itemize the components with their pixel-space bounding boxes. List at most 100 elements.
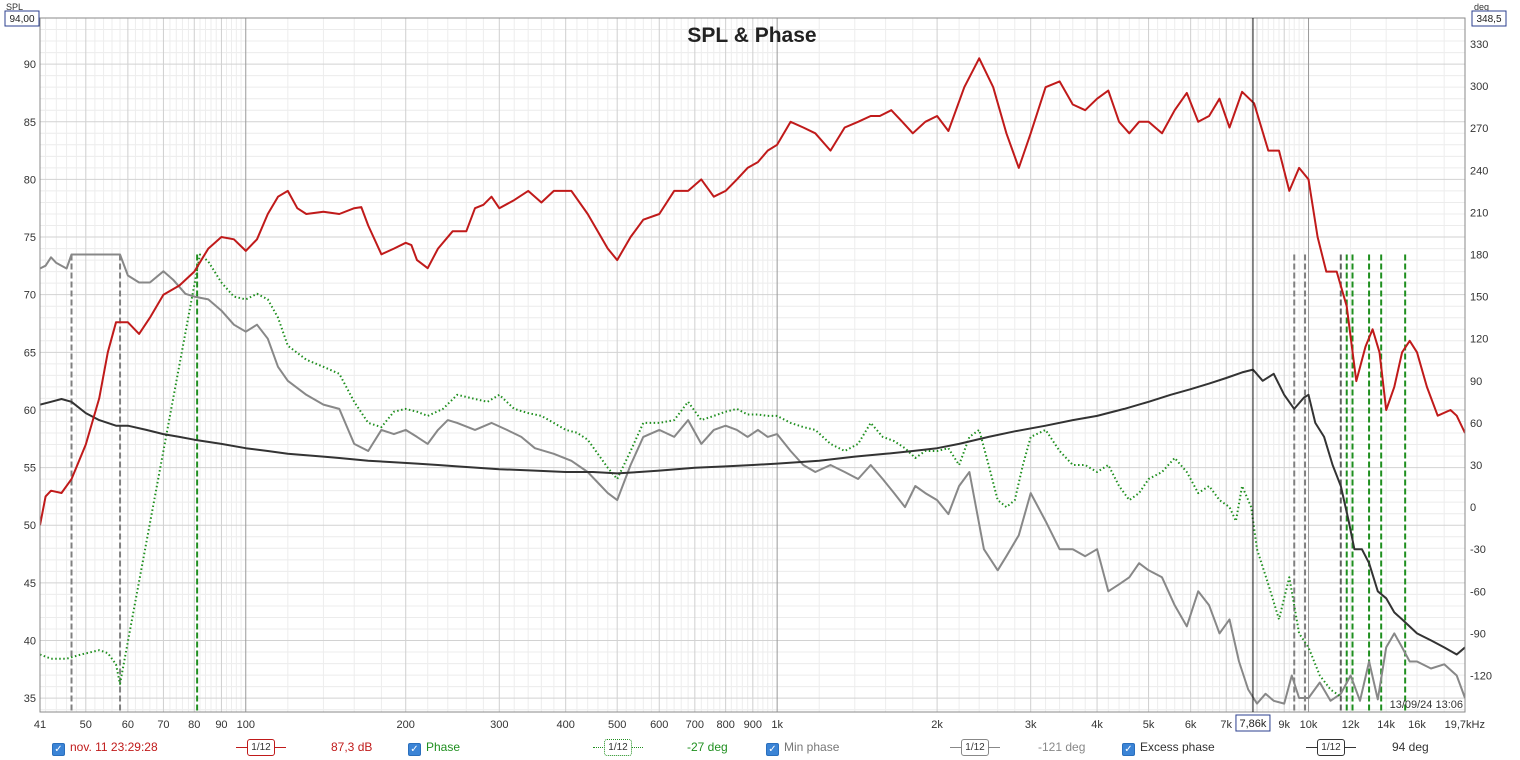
left-axis-label: SPL xyxy=(6,2,23,12)
left-top-value: 94,00 xyxy=(9,14,34,25)
right-tick-label: 90 xyxy=(1470,376,1482,388)
left-tick-label: 60 xyxy=(24,405,36,417)
x-tick-label: 90 xyxy=(215,719,227,731)
timestamp: 13/09/24 13:06 xyxy=(1390,699,1463,711)
x-tick-label: 700 xyxy=(686,719,704,731)
smoothing-control-phase[interactable]: 1/12 xyxy=(593,739,643,756)
right-tick-label: -30 xyxy=(1470,544,1486,556)
legend-item-min-phase[interactable]: ✓ Min phase xyxy=(766,740,839,756)
legend-value-spl: 87,3 dB xyxy=(331,740,373,754)
x-tick-label: 16k xyxy=(1408,719,1426,731)
legend-bar: ✓ nov. 11 23:29:28 1/12 87,3 dB ✓ Phase 1/… xyxy=(0,736,1520,760)
x-tick-label: 300 xyxy=(490,719,508,731)
left-tick-labels: 35 40 45 50 55 60 65 70 75 80 85 90 xyxy=(24,59,36,705)
minor-gridlines xyxy=(40,18,1465,712)
x-tick-label: 800 xyxy=(716,719,734,731)
right-tick-label: -60 xyxy=(1470,586,1486,598)
x-tick-label: 100 xyxy=(237,719,255,731)
smoothing-label: 1/12 xyxy=(961,739,989,756)
checkbox-checked-icon[interactable]: ✓ xyxy=(766,743,779,756)
x-tick-label: 400 xyxy=(557,719,575,731)
right-tick-label: 150 xyxy=(1470,292,1488,304)
left-tick-label: 45 xyxy=(24,578,36,590)
legend-label: Excess phase xyxy=(1140,740,1215,754)
x-tick-label: 1k xyxy=(771,719,783,731)
x-tick-label: 80 xyxy=(188,719,200,731)
x-tick-label: 70 xyxy=(157,719,169,731)
x-tick-label: 12k xyxy=(1342,719,1360,731)
left-tick-label: 65 xyxy=(24,347,36,359)
x-tick-label: 4k xyxy=(1091,719,1103,731)
x-tick-label: 6k xyxy=(1185,719,1197,731)
left-tick-label: 35 xyxy=(24,693,36,705)
right-tick-label: 210 xyxy=(1470,207,1488,219)
wrap-markers xyxy=(70,254,1407,712)
x-tick-label: 5k xyxy=(1143,719,1155,731)
x-tick-label: 900 xyxy=(744,719,762,731)
smoothing-control-excess-phase[interactable]: 1/12 xyxy=(1306,739,1356,756)
major-gridlines xyxy=(40,18,1465,712)
legend-item-excess-phase[interactable]: ✓ Excess phase xyxy=(1122,740,1215,756)
cursor-value: 7,86k xyxy=(1239,718,1266,730)
left-tick-label: 80 xyxy=(24,174,36,186)
left-tick-label: 40 xyxy=(24,636,36,648)
legend-label: Phase xyxy=(426,740,461,754)
legend-label: Min phase xyxy=(784,740,840,754)
checkbox-checked-icon[interactable]: ✓ xyxy=(52,743,65,756)
smoothing-label: 1/12 xyxy=(247,739,275,756)
left-tick-label: 55 xyxy=(24,463,36,475)
legend-label: nov. 11 23:29:28 xyxy=(70,740,158,754)
series-lines xyxy=(40,57,1465,705)
x-tick-label: 60 xyxy=(122,719,134,731)
left-tick-label: 70 xyxy=(24,290,36,302)
legend-value-excess-phase: 94 deg xyxy=(1392,740,1429,754)
x-tick-label: 200 xyxy=(397,719,415,731)
right-tick-label: 330 xyxy=(1470,39,1488,51)
legend-item-phase[interactable]: ✓ Phase xyxy=(408,740,460,756)
spl-phase-chart: 41 50 60 70 80 90 100 200 300 400 500 600 700 800 900 1… xyxy=(4,2,1507,732)
left-tick-label: 75 xyxy=(24,232,36,244)
x-tick-label: 2k xyxy=(931,719,943,731)
smoothing-label: 1/12 xyxy=(604,739,632,756)
series-phase xyxy=(40,253,1342,698)
plot-frame xyxy=(39,17,1466,713)
legend-item-spl[interactable]: ✓ nov. 11 23:29:28 xyxy=(52,740,158,756)
smoothing-label: 1/12 xyxy=(1317,739,1345,756)
cursor-value-box[interactable] xyxy=(1235,714,1271,732)
left-tick-label: 85 xyxy=(24,117,36,129)
right-tick-label: 120 xyxy=(1470,334,1488,346)
series-min-phase xyxy=(40,253,1465,705)
right-tick-label: 300 xyxy=(1470,81,1488,93)
right-tick-label: 30 xyxy=(1470,460,1482,472)
right-tick-labels: -120 -90 -60 -30 0 30 60 90 120 150 180 210 240 270 30… xyxy=(1470,39,1492,683)
right-tick-label: 60 xyxy=(1470,418,1482,430)
right-tick-label: -90 xyxy=(1470,628,1486,640)
x-tick-label: 14k xyxy=(1377,719,1395,731)
right-tick-label: -120 xyxy=(1470,671,1492,683)
smoothing-control-min-phase[interactable]: 1/12 xyxy=(950,739,1000,756)
right-axis-label: deg xyxy=(1474,2,1489,12)
x-tick-labels: 41 50 60 70 80 90 100 200 300 400 500 600 700 800 900 1… xyxy=(34,719,1485,731)
right-tick-label: 0 xyxy=(1470,502,1476,514)
smoothing-control-spl[interactable]: 1/12 xyxy=(236,739,286,756)
series-excess-phase xyxy=(40,368,1465,656)
right-tick-label: 240 xyxy=(1470,165,1488,177)
x-tick-label: 41 xyxy=(34,719,46,731)
checkbox-checked-icon[interactable]: ✓ xyxy=(408,743,421,756)
checkbox-checked-icon[interactable]: ✓ xyxy=(1122,743,1135,756)
x-tick-label: 9k xyxy=(1278,719,1290,731)
right-top-value: 348,5 xyxy=(1476,14,1501,25)
legend-value-min-phase: -121 deg xyxy=(1038,740,1086,754)
series-nov-11-23-29-28 xyxy=(40,57,1465,526)
right-tick-label: 270 xyxy=(1470,123,1488,135)
right-tick-label: 180 xyxy=(1470,249,1488,261)
x-tick-label: 10k xyxy=(1300,719,1318,731)
x-tick-label: 19,7kHz xyxy=(1445,719,1485,731)
left-tick-label: 90 xyxy=(24,59,36,71)
x-tick-label: 600 xyxy=(650,719,668,731)
x-tick-label: 500 xyxy=(608,719,626,731)
x-tick-label: 3k xyxy=(1025,719,1037,731)
legend-value-phase: -27 deg xyxy=(687,740,728,754)
right-top-value-box[interactable] xyxy=(1471,10,1507,27)
left-top-value-box[interactable] xyxy=(4,10,40,27)
